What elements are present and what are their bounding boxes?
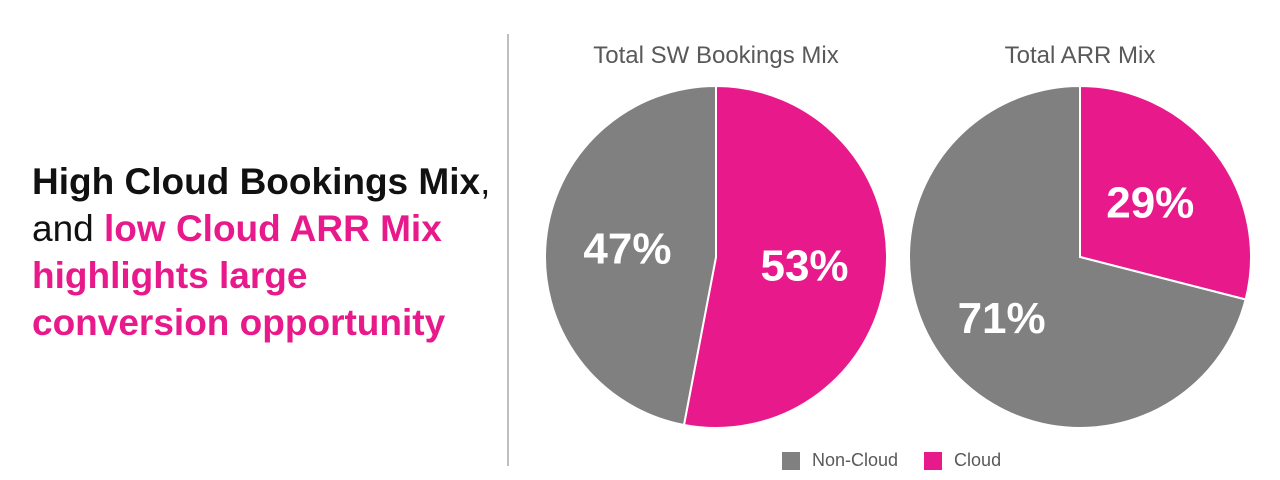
pie-slice-bookings-cloud <box>682 84 889 429</box>
pie-label-bookings-non-cloud: 47% <box>583 225 671 274</box>
chart-title-arr: Total ARR Mix <box>1004 42 1156 69</box>
pie-slice-bookings-non-cloud <box>544 84 717 427</box>
headline-plain-text: , and <box>32 161 491 249</box>
legend-label-non-cloud: Non-Cloud <box>812 450 899 470</box>
legend-label-cloud: Cloud <box>954 450 1002 470</box>
headline-accent-text: low Cloud ARR Mix highlights large conve… <box>32 208 446 343</box>
legend-swatch-cloud <box>924 451 943 470</box>
legend-item-cloud: Cloud <box>924 450 1001 471</box>
pie-slice-arr-non-cloud <box>908 84 1247 429</box>
legend: Non-Cloud Cloud <box>782 450 1027 471</box>
legend-swatch-non-cloud <box>782 451 800 470</box>
pie-label-bookings-cloud: 53% <box>760 241 848 290</box>
pie-label-arr-cloud: 29% <box>1106 179 1194 228</box>
legend-item-non-cloud: Non-Cloud <box>782 450 898 471</box>
headline-bold-text: High Cloud Bookings Mix <box>32 161 481 202</box>
pie-label-arr-non-cloud: 71% <box>958 294 1046 343</box>
vertical-divider <box>507 34 509 466</box>
headline: High Cloud Bookings Mix, and low Cloud A… <box>32 158 502 346</box>
pie-slice-arr-cloud <box>1079 84 1253 301</box>
chart-title-bookings: Total SW Bookings Mix <box>593 42 839 69</box>
